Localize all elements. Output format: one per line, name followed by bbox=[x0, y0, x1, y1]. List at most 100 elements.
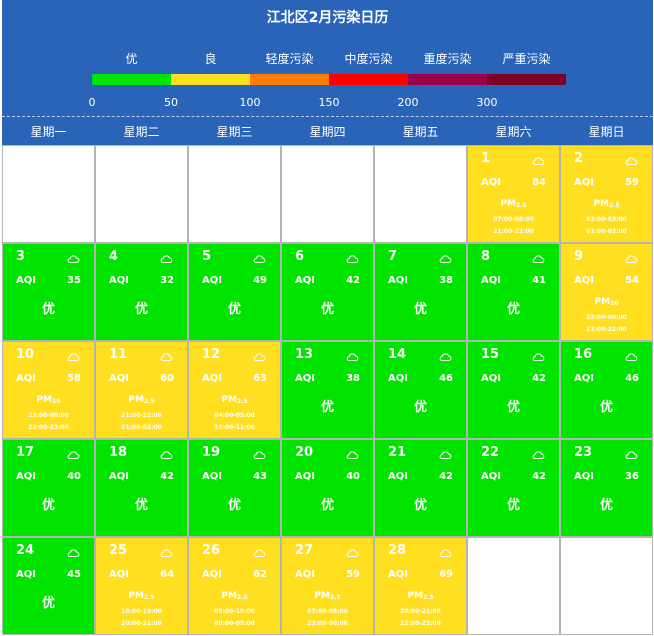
legend-tick-label: 100 bbox=[239, 96, 261, 109]
day-cell[interactable]: 4 AQI 32 优 bbox=[95, 243, 188, 341]
aqi-value: 36 bbox=[625, 471, 639, 482]
aqi-label: AQI bbox=[202, 373, 222, 384]
weekday-sun: 星期日 bbox=[588, 125, 625, 139]
peak-time-1: 20:00-21:00 bbox=[400, 608, 441, 615]
air-quality-level: 优 bbox=[320, 498, 334, 513]
aqi-value: 64 bbox=[160, 569, 174, 580]
day-cell[interactable]: 8 AQI 41 优 bbox=[467, 243, 560, 341]
empty-day-cell bbox=[2, 145, 95, 243]
day-cell[interactable]: 23 AQI 36 优 bbox=[560, 439, 653, 537]
peak-time-1: 07:00-08:00 bbox=[493, 216, 534, 223]
aqi-value: 43 bbox=[253, 471, 267, 482]
peak-time-2: 10:00-11:00 bbox=[214, 424, 255, 431]
legend-swatch bbox=[171, 74, 250, 85]
day-number: 12 bbox=[202, 347, 221, 362]
aqi-value: 32 bbox=[160, 275, 174, 286]
day-cell[interactable]: 16 AQI 46 优 bbox=[560, 341, 653, 439]
pollutant-name: PM bbox=[407, 591, 423, 601]
day-cell[interactable]: 1 AQI 84 PM2.5 07:00-08:00 21:00-22:00 bbox=[467, 145, 560, 243]
aqi-value: 62 bbox=[253, 569, 267, 580]
air-quality-level: 优 bbox=[41, 302, 55, 317]
air-quality-level: 优 bbox=[413, 400, 427, 415]
day-number: 16 bbox=[574, 347, 593, 362]
day-cell[interactable]: 28 AQI 69 PM2.5 20:00-21:00 22:00-23:00 bbox=[374, 537, 467, 635]
air-quality-level: 优 bbox=[227, 498, 241, 513]
day-cell[interactable]: 11 AQI 60 PM2.5 21:00-22:00 01:00-02:00 bbox=[95, 341, 188, 439]
primary-pollutant: PM2.5 bbox=[282, 591, 373, 601]
day-cell[interactable]: 9 AQI 54 PM10 23:00-00:00 21:00-22:00 bbox=[560, 243, 653, 341]
aqi-value: 84 bbox=[532, 177, 546, 188]
day-cell[interactable]: 25 AQI 64 PM2.5 18:00-19:00 20:00-21:00 bbox=[95, 537, 188, 635]
pollutant-subscript: 10 bbox=[610, 300, 619, 307]
day-cell[interactable]: 22 AQI 42 优 bbox=[467, 439, 560, 537]
day-cell[interactable]: 3 AQI 35 优 bbox=[2, 243, 95, 341]
day-cell[interactable]: 7 AQI 38 优 bbox=[374, 243, 467, 341]
aqi-label: AQI bbox=[202, 471, 222, 482]
aqi-value: 63 bbox=[253, 373, 267, 384]
air-quality-level: 优 bbox=[320, 302, 334, 317]
aqi-label: AQI bbox=[295, 275, 315, 286]
cloud-icon bbox=[532, 451, 545, 459]
empty-day-cell bbox=[95, 145, 188, 243]
day-cell[interactable]: 6 AQI 42 优 bbox=[281, 243, 374, 341]
day-cell[interactable]: 5 AQI 49 优 bbox=[188, 243, 281, 341]
day-cell[interactable]: 18 AQI 42 优 bbox=[95, 439, 188, 537]
peak-time-2: 22:00-23:00 bbox=[400, 620, 441, 627]
cloud-icon bbox=[346, 549, 359, 557]
cloud-icon bbox=[625, 451, 638, 459]
cloud-icon bbox=[160, 255, 173, 263]
day-number: 22 bbox=[481, 445, 500, 460]
day-cell[interactable]: 15 AQI 42 优 bbox=[467, 341, 560, 439]
primary-pollutant: PM10 bbox=[3, 395, 94, 405]
aqi-value: 46 bbox=[625, 373, 639, 384]
aqi-label: AQI bbox=[16, 569, 36, 580]
empty-day-cell bbox=[467, 537, 560, 635]
pollutant-name: PM bbox=[221, 591, 237, 601]
day-cell[interactable]: 17 AQI 40 优 bbox=[2, 439, 95, 537]
weekday-sat: 星期六 bbox=[495, 125, 532, 139]
pollutant-name: PM bbox=[221, 395, 237, 405]
primary-pollutant: PM2.5 bbox=[96, 591, 187, 601]
day-cell[interactable]: 21 AQI 42 优 bbox=[374, 439, 467, 537]
legend-tick-label: 300 bbox=[476, 96, 498, 109]
day-number: 15 bbox=[481, 347, 500, 362]
primary-pollutant: PM2.5 bbox=[189, 591, 280, 601]
day-cell[interactable]: 13 AQI 38 优 bbox=[281, 341, 374, 439]
peak-time-1: 23:00-00:00 bbox=[586, 314, 627, 321]
aqi-label: AQI bbox=[574, 275, 594, 286]
pollutant-name: PM bbox=[314, 591, 330, 601]
aqi-label: AQI bbox=[202, 569, 222, 580]
day-number: 11 bbox=[109, 347, 128, 362]
air-quality-level: 优 bbox=[413, 498, 427, 513]
day-cell[interactable]: 10 AQI 58 PM10 23:00-00:00 22:00-23:00 bbox=[2, 341, 95, 439]
aqi-value: 60 bbox=[160, 373, 174, 384]
aqi-value: 40 bbox=[67, 471, 81, 482]
day-cell[interactable]: 24 AQI 45 优 bbox=[2, 537, 95, 635]
pollutant-subscript: 2.5 bbox=[608, 202, 620, 209]
day-number: 6 bbox=[295, 249, 305, 264]
aqi-label: AQI bbox=[481, 373, 501, 384]
day-cell[interactable]: 19 AQI 43 优 bbox=[188, 439, 281, 537]
day-cell[interactable]: 27 AQI 59 PM2.5 07:00-08:00 23:00-00:00 bbox=[281, 537, 374, 635]
day-cell[interactable]: 2 AQI 59 PM2.5 02:00-03:00 01:00-02:00 bbox=[560, 145, 653, 243]
day-cell[interactable]: 20 AQI 40 优 bbox=[281, 439, 374, 537]
day-number: 2 bbox=[574, 151, 584, 166]
legend-swatch bbox=[250, 74, 329, 85]
day-number: 14 bbox=[388, 347, 407, 362]
day-cell[interactable]: 12 AQI 63 PM2.5 04:00-05:00 10:00-11:00 bbox=[188, 341, 281, 439]
day-cell[interactable]: 26 AQI 62 PM2.5 05:00-10:00 08:00-09:00 bbox=[188, 537, 281, 635]
day-number: 9 bbox=[574, 249, 584, 264]
air-quality-level: 优 bbox=[599, 400, 613, 415]
aqi-label: AQI bbox=[16, 373, 36, 384]
weekday-tue: 星期二 bbox=[123, 125, 160, 139]
aqi-value: 42 bbox=[346, 275, 360, 286]
day-cell[interactable]: 14 AQI 46 优 bbox=[374, 341, 467, 439]
pollutant-subscript: 2.5 bbox=[236, 594, 248, 601]
primary-pollutant: PM2.5 bbox=[189, 395, 280, 405]
calendar-grid: 1 AQI 84 PM2.5 07:00-08:00 21:00-22:00 2 AQI 59 P… bbox=[2, 145, 653, 635]
legend-swatch bbox=[92, 74, 171, 85]
peak-time-1: 05:00-10:00 bbox=[214, 608, 255, 615]
legend-swatch bbox=[408, 74, 487, 85]
air-quality-level: 优 bbox=[599, 498, 613, 513]
aqi-value: 45 bbox=[67, 569, 81, 580]
